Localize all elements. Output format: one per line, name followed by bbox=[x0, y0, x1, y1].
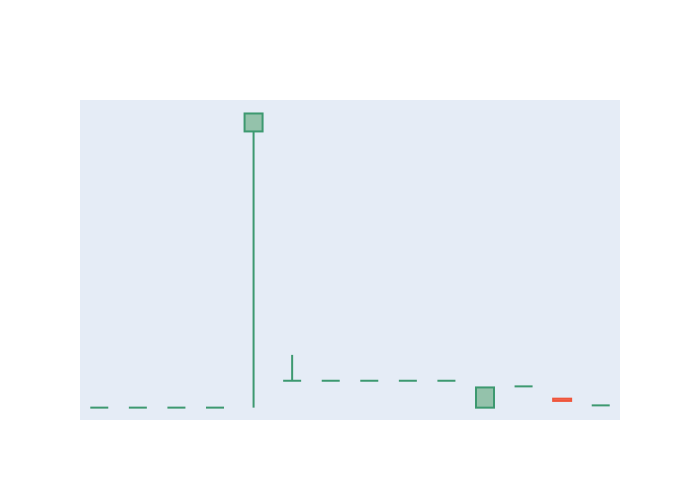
plot-area bbox=[80, 100, 620, 420]
candle bbox=[475, 386, 495, 409]
candle-body bbox=[475, 386, 495, 409]
candles-layer bbox=[90, 112, 610, 409]
candle bbox=[283, 354, 302, 382]
candle-body bbox=[552, 397, 573, 402]
candle-body bbox=[243, 112, 264, 133]
candle bbox=[552, 397, 573, 402]
candle bbox=[243, 112, 264, 408]
